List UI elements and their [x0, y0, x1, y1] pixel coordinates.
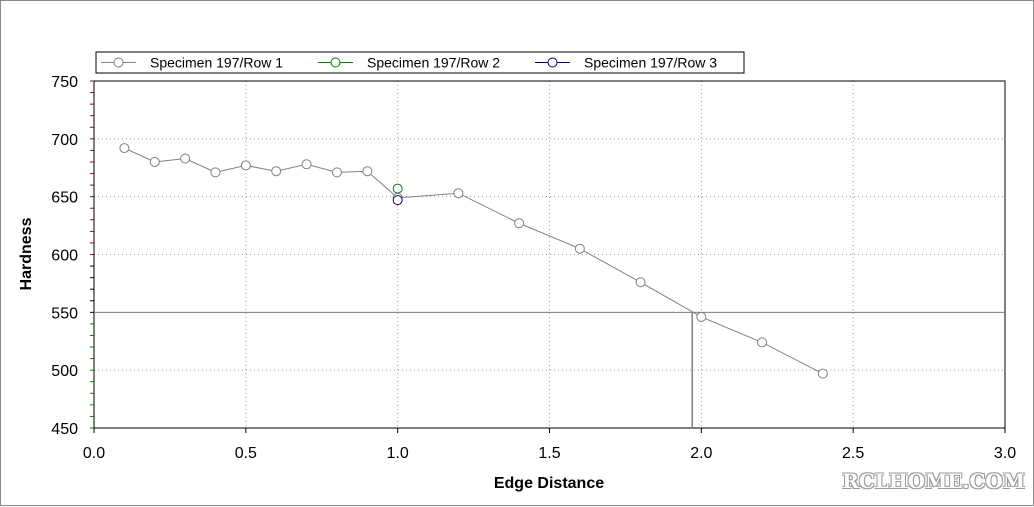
series-3 [392, 195, 403, 206]
x-tick-label: 3.0 [994, 445, 1016, 462]
y-tick-label: 700 [51, 132, 78, 149]
data-point [210, 167, 221, 178]
y-axis-title: Hardness [18, 217, 35, 290]
legend-entry-1: Specimen 197/Row 1 [101, 55, 283, 71]
data-point [240, 160, 251, 171]
data-point [696, 311, 707, 322]
x-tick-label: 0.0 [83, 445, 105, 462]
x-tick-labels: 0.0 0.5 1.0 1.5 2.0 2.5 3.0 [83, 445, 1016, 462]
data-point [301, 159, 312, 170]
data-point [757, 337, 768, 348]
data-point [392, 183, 403, 194]
threshold-lines [94, 311, 1005, 428]
x-tick-label: 0.5 [235, 445, 257, 462]
legend: Specimen 197/Row 1 Specimen 197/Row 2 Spec… [95, 51, 745, 74]
data-point [362, 166, 373, 177]
data-point [514, 218, 525, 229]
plot-area [94, 81, 1005, 428]
series-layer [119, 143, 828, 379]
y-tick-label: 500 [51, 363, 78, 380]
legend-marker [113, 57, 124, 68]
x-axis-title: Edge Distance [494, 475, 604, 492]
legend-marker [330, 57, 341, 68]
data-point [149, 156, 160, 167]
y-tick-label: 650 [51, 190, 78, 207]
data-point [453, 188, 464, 199]
watermark-text: RCLHOME.COM [842, 469, 1025, 493]
legend-label: Specimen 197/Row 3 [584, 55, 717, 71]
data-point [180, 153, 191, 164]
y-tick-label: 750 [51, 74, 78, 91]
y-tick-label: 450 [51, 421, 78, 438]
y-tick-label: 600 [51, 248, 78, 265]
legend-box [95, 51, 745, 74]
x-tick-label: 2.5 [842, 445, 864, 462]
y-tick-labels: 450 500 550 600 650 700 750 [51, 74, 78, 438]
data-point [119, 143, 130, 154]
data-point [271, 166, 282, 177]
legend-label: Specimen 197/Row 1 [150, 55, 283, 71]
axes [90, 80, 1006, 433]
series-1 [119, 143, 828, 379]
series-2 [392, 183, 403, 194]
data-point [392, 195, 403, 206]
legend-marker [547, 57, 558, 68]
legend-label: Specimen 197/Row 2 [367, 55, 500, 71]
data-point [331, 167, 342, 178]
legend-entry-2: Specimen 197/Row 2 [318, 55, 500, 71]
data-point [817, 368, 828, 379]
x-tick-label: 1.5 [538, 445, 560, 462]
data-point [635, 277, 646, 288]
x-tick-label: 2.0 [690, 445, 712, 462]
data-point [574, 243, 585, 254]
y-tick-label: 550 [51, 305, 78, 322]
legend-entry-3: Specimen 197/Row 3 [535, 55, 717, 71]
x-tick-label: 1.0 [387, 445, 409, 462]
